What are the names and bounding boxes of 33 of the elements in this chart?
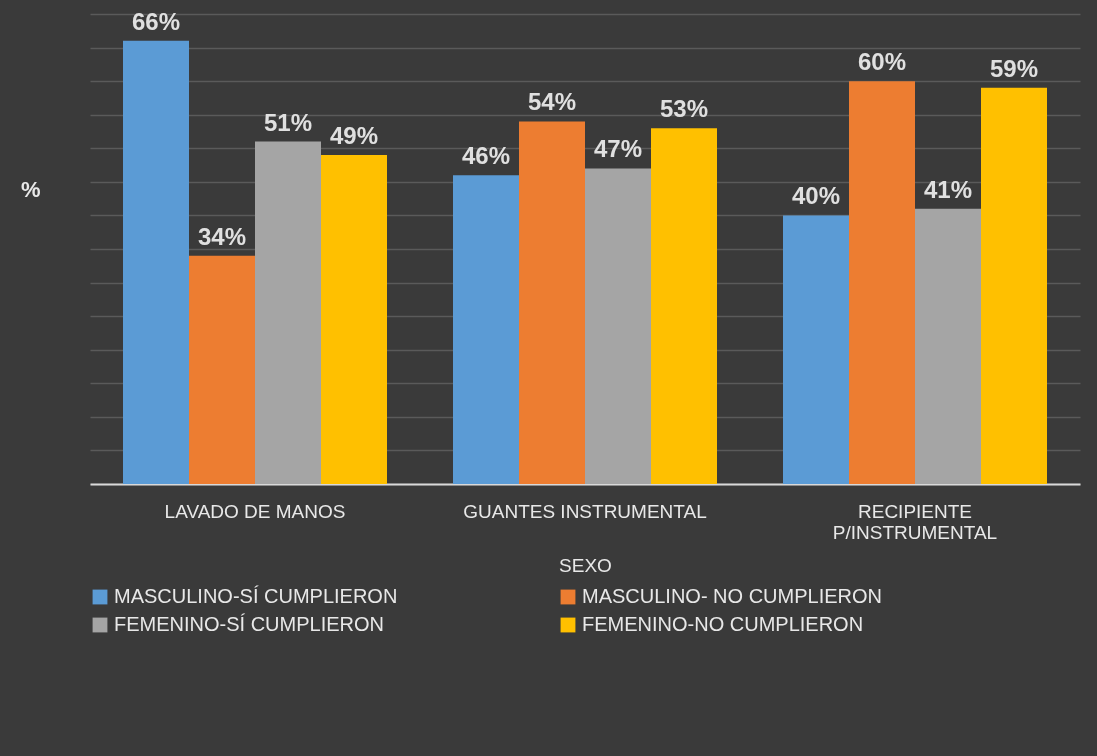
bar xyxy=(849,81,915,484)
bar xyxy=(189,255,255,484)
x-axis-title: SEXO xyxy=(559,554,612,576)
data-label: 41% xyxy=(923,175,973,203)
legend-label: MASCULINO- NO CUMPLIERON xyxy=(582,585,883,607)
data-label: 34% xyxy=(197,222,247,250)
bar xyxy=(123,40,189,484)
data-label: 66% xyxy=(131,7,181,35)
data-label: 59% xyxy=(989,54,1039,82)
data-label: 47% xyxy=(593,135,643,163)
bar xyxy=(255,141,321,484)
legend-label: FEMENINO-SÍ CUMPLIERON xyxy=(114,613,385,635)
data-label: 46% xyxy=(461,142,511,170)
data-label: 54% xyxy=(527,88,577,116)
legend-label: FEMENINO-NO CUMPLIERON xyxy=(582,613,864,635)
legend-label: MASCULINO-SÍ CUMPLIERON xyxy=(114,585,398,607)
bar xyxy=(519,121,585,484)
bar xyxy=(783,215,849,484)
bar xyxy=(321,155,387,484)
bar xyxy=(981,87,1047,484)
x-tick-label: LAVADO DE MANOS xyxy=(164,500,346,522)
data-label: 40% xyxy=(791,182,841,210)
data-label: 53% xyxy=(659,95,709,123)
bar xyxy=(453,175,519,484)
bar xyxy=(651,128,717,484)
y-axis-title: % xyxy=(20,176,41,202)
data-label: 60% xyxy=(857,48,907,76)
data-label: 49% xyxy=(329,122,379,149)
bar xyxy=(915,208,981,484)
bar xyxy=(585,168,651,484)
x-tick-label: GUANTES INSTRUMENTAL xyxy=(463,500,707,522)
x-tick-label: RECIPIENTE P/INSTRUMENTAL xyxy=(832,500,998,543)
data-label: 51% xyxy=(263,108,313,136)
